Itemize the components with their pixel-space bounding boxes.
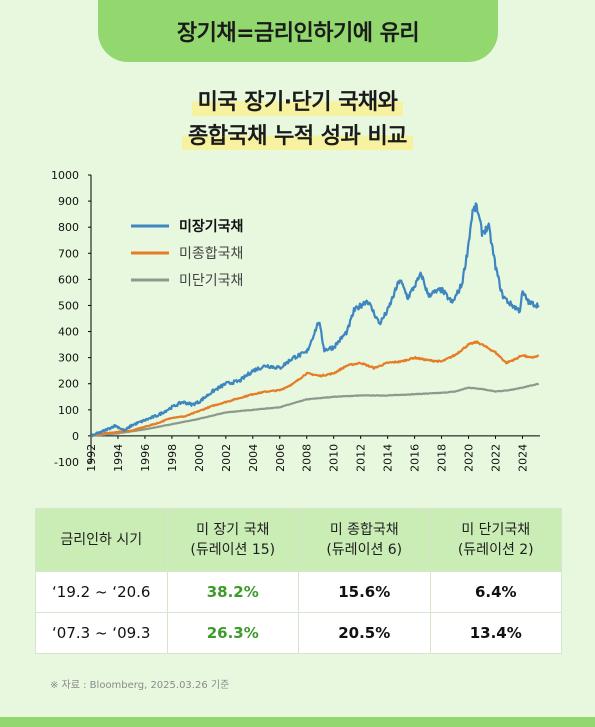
cell-long: 26.3% [166, 612, 299, 654]
x-tick-label: 2008 [301, 444, 314, 472]
y-tick-label: 0 [72, 430, 79, 443]
x-tick-label: 1996 [139, 444, 152, 472]
bottom-bar [0, 717, 595, 727]
y-tick-label: 600 [58, 273, 79, 286]
header-period: 금리인하 시기 [35, 508, 168, 572]
x-tick-label: 1994 [112, 444, 125, 472]
table-row: ‘19.2 ~ ‘20.6 38.2% 15.6% 6.4% [35, 571, 562, 613]
x-tick-label: 2020 [463, 444, 476, 472]
table-row: ‘07.3 ~ ‘09.3 26.3% 20.5% 13.4% [35, 612, 562, 654]
header-agg-label: 미 종합국채 (듀레이션 6) [326, 522, 403, 558]
y-tick-label: 900 [58, 195, 79, 208]
series-line-3 [90, 382, 540, 438]
x-tick-label: 2000 [193, 444, 206, 472]
cell-short: 6.4% [429, 571, 562, 613]
x-tick-label: 2016 [409, 444, 422, 472]
cell-long: 38.2% [166, 571, 299, 613]
comparison-table: 금리인하 시기 미 장기 국채 (듀레이션 15) 미 종합국채 (듀레이션 6… [35, 508, 562, 654]
header-short-label: 미 단기국채 (듀레이션 2) [457, 522, 534, 558]
subtitle-line-2: 종합국채 누적 성과 비교 [182, 118, 413, 150]
x-tick-label: 2024 [516, 444, 529, 472]
series-line-1 [90, 202, 540, 438]
x-tick-label: 2010 [328, 444, 341, 472]
x-tick-label: 1998 [166, 444, 179, 472]
chart-subtitle-1: 미국 장기·단기 국채와 [0, 84, 595, 116]
legend-label: 미장기국채 [179, 218, 243, 235]
y-tick-label: 700 [58, 247, 79, 260]
y-tick-label: -100 [54, 456, 79, 469]
header-long: 미 장기 국채 (듀레이션 15) [166, 508, 299, 572]
y-tick-label: 500 [58, 299, 79, 312]
x-tick-label: 2006 [274, 444, 287, 472]
banner-title: 장기채=금리인하기에 유리 [176, 21, 420, 46]
x-tick-label: 2004 [247, 444, 260, 472]
line-chart: -100 0 100 200 300 400 500 600 700 800 900 1000 1992… [51, 169, 540, 472]
x-tick-label: 2022 [490, 444, 503, 472]
header-period-label: 금리인하 시기 [60, 532, 143, 548]
cell-agg: 15.6% [298, 571, 431, 613]
cell-short: 13.4% [429, 612, 562, 654]
x-tick-label: 2012 [355, 444, 368, 472]
cell-period: ‘19.2 ~ ‘20.6 [35, 571, 168, 613]
y-tick-label: 100 [58, 404, 79, 417]
cell-period: ‘07.3 ~ ‘09.3 [35, 612, 168, 654]
y-tick-label: 200 [58, 378, 79, 391]
y-tick-label: 300 [58, 352, 79, 365]
y-tick-label: 800 [58, 221, 79, 234]
header-agg: 미 종합국채 (듀레이션 6) [298, 508, 431, 572]
legend-label: 미종합국채 [179, 246, 243, 262]
x-tick-label: 2002 [220, 444, 233, 472]
source-note: ※ 자료 : Bloomberg, 2025.03.26 기준 [50, 680, 230, 691]
legend-label: 미단기국채 [179, 273, 243, 289]
header-short: 미 단기국채 (듀레이션 2) [429, 508, 562, 572]
subtitle-line-1: 미국 장기·단기 국채와 [191, 84, 404, 116]
header-long-label: 미 장기 국채 (듀레이션 15) [190, 522, 276, 558]
y-tick-label: 1000 [51, 169, 79, 182]
cell-agg: 20.5% [298, 612, 431, 654]
x-tick-label: 2018 [436, 444, 449, 472]
chart-subtitle-2: 종합국채 누적 성과 비교 [0, 118, 595, 150]
x-tick-label: 2014 [382, 444, 395, 472]
x-tick-label: 1992 [85, 444, 98, 472]
table-header-row: 금리인하 시기 미 장기 국채 (듀레이션 15) 미 종합국채 (듀레이션 6… [35, 508, 562, 572]
series-line-2 [90, 340, 540, 437]
title-banner: 장기채=금리인하기에 유리 [98, 0, 498, 62]
y-tick-label: 400 [58, 326, 79, 339]
